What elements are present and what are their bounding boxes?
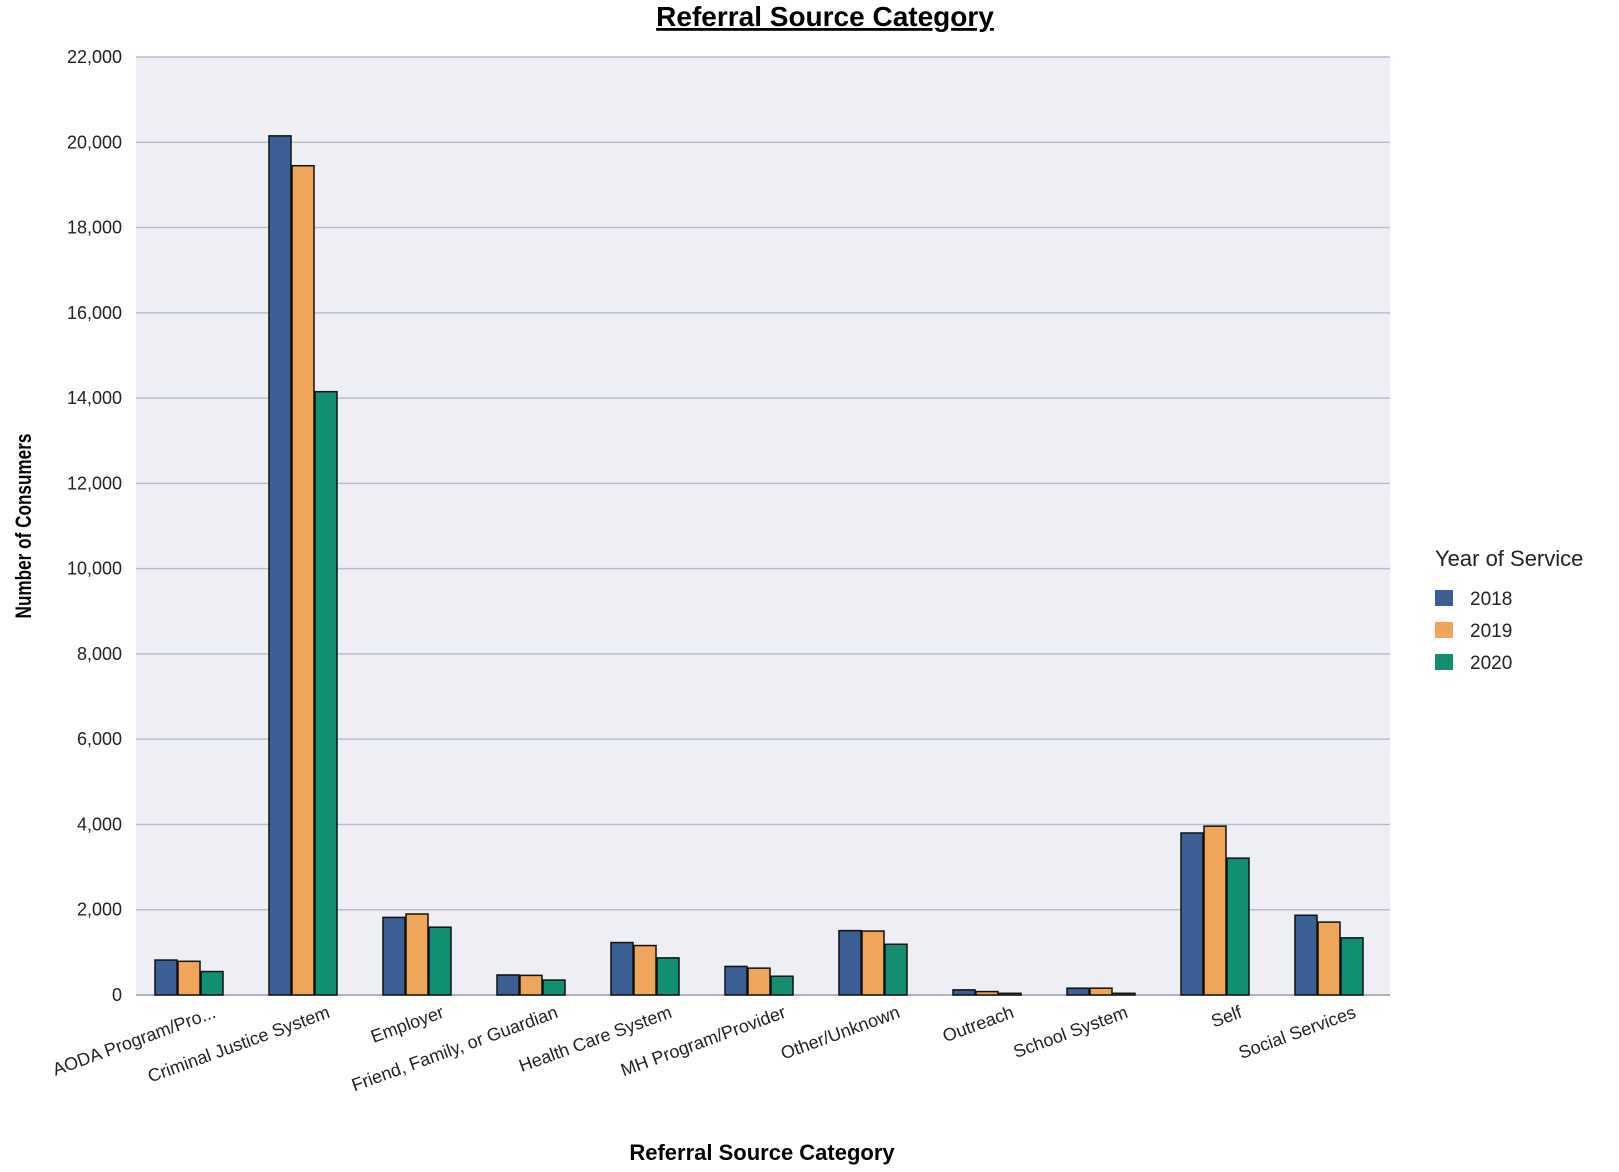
x-category-label: Self: [1208, 1002, 1245, 1032]
bar-2020: [998, 992, 1022, 996]
x-category-label: Employer: [368, 1002, 446, 1047]
x-category-label: Outreach: [940, 1002, 1016, 1046]
legend-swatch-2020: [1435, 654, 1453, 670]
bar-2018: [382, 916, 406, 996]
bar-2018: [268, 135, 292, 996]
y-tick-label: 4,000: [77, 814, 122, 834]
bar-2018: [1180, 832, 1204, 996]
y-tick-label: 16,000: [67, 303, 122, 323]
bar-2020: [1112, 992, 1136, 996]
y-tick-label: 20,000: [67, 132, 122, 152]
bar-2018: [952, 989, 976, 996]
legend: Year of Service 2018 2019 2020: [1435, 546, 1583, 674]
bar-2019: [291, 164, 315, 996]
y-tick-label: 18,000: [67, 218, 122, 238]
x-category-label: School System: [1011, 1002, 1131, 1062]
legend-swatch-2018: [1435, 590, 1453, 606]
x-axis-title: Referral Source Category: [629, 1140, 895, 1165]
x-category-label: Other/Unknown: [778, 1002, 902, 1064]
bar-2018: [496, 974, 520, 996]
bar-2020: [542, 979, 566, 996]
chart-title: Referral Source Category: [656, 1, 994, 32]
y-tick-label: 12,000: [67, 473, 122, 493]
y-axis-ticks: 0 2,000 4,000 6,000 8,000 10,000 12,000 14,000 1…: [67, 47, 122, 1005]
x-category-label: Friend, Family, or Guardian: [349, 1002, 560, 1095]
y-tick-label: 22,000: [67, 47, 122, 67]
legend-items: 2018 2019 2020: [1435, 589, 1512, 674]
bar-2019: [1317, 921, 1341, 996]
y-tick-label: 2,000: [77, 900, 122, 920]
bar-2018: [154, 959, 178, 996]
bar-2019: [177, 960, 201, 996]
bar-2019: [633, 944, 657, 996]
bars: [154, 135, 1364, 996]
legend-swatch-2019: [1435, 622, 1453, 638]
y-axis-title: Number of Consumers: [12, 434, 37, 619]
bar-2018: [1066, 987, 1090, 996]
bar-2020: [1226, 857, 1250, 996]
bar-2020: [428, 926, 452, 996]
bar-2020: [1340, 937, 1364, 996]
bar-2018: [724, 965, 748, 996]
bar-2020: [314, 390, 338, 996]
legend-label: 2019: [1470, 621, 1512, 642]
bar-2018: [838, 929, 862, 996]
legend-title: Year of Service: [1435, 546, 1583, 571]
bar-2020: [770, 975, 794, 996]
legend-label: 2018: [1470, 589, 1512, 610]
bar-2019: [519, 974, 543, 996]
bar-2019: [975, 990, 999, 996]
legend-label: 2020: [1470, 653, 1512, 674]
bar-2019: [1203, 825, 1227, 996]
bar-2019: [405, 913, 429, 996]
y-tick-label: 0: [112, 985, 122, 1005]
bar-2019: [747, 967, 771, 996]
bar-2019: [861, 930, 885, 996]
bar-2018: [610, 941, 634, 996]
bar-2020: [884, 943, 908, 996]
x-category-label: Social Services: [1236, 1002, 1358, 1063]
y-tick-label: 8,000: [77, 644, 122, 664]
bar-2018: [1294, 914, 1318, 996]
gridlines: [136, 56, 1390, 996]
x-axis-categories: AODA Program/Pro...Criminal Justice Syst…: [50, 1002, 1359, 1096]
y-tick-label: 14,000: [67, 388, 122, 408]
bar-2020: [200, 970, 224, 996]
bar-2019: [1089, 987, 1113, 996]
y-tick-label: 10,000: [67, 559, 122, 579]
x-category-label: Criminal Justice System: [145, 1002, 332, 1086]
bar-2020: [656, 957, 680, 996]
y-tick-label: 6,000: [77, 729, 122, 749]
